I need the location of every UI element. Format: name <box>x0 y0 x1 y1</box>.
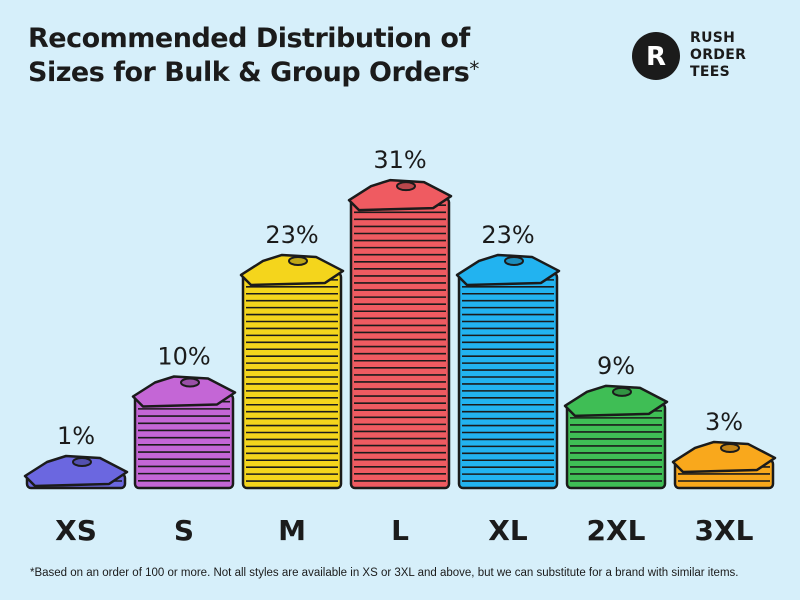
top-shirt <box>239 253 345 287</box>
top-shirt <box>671 440 777 474</box>
brand-line-2: ORDER <box>690 47 747 63</box>
shirt-collar <box>612 386 632 397</box>
bar-xs: 1% XS <box>23 422 129 547</box>
bar-2xl: 9% 2XL <box>563 352 669 547</box>
shirt-stack-m <box>241 271 343 490</box>
bar-s: 10% S <box>131 343 237 547</box>
category-label-3xl: 3XL <box>695 514 754 547</box>
brand-line-1: RUSH <box>690 30 736 46</box>
shirt-collar <box>504 255 524 266</box>
shirt-collar <box>720 442 740 453</box>
value-label-xl: 23% <box>481 221 534 249</box>
top-shirt <box>563 384 669 418</box>
category-label-xs: XS <box>55 514 97 547</box>
top-shirt <box>131 375 237 408</box>
value-label-l: 31% <box>373 146 426 174</box>
shirt-stack-xl <box>457 271 559 490</box>
title-line-2: Sizes for Bulk & Group Orders* <box>28 56 588 90</box>
value-label-s: 10% <box>157 343 210 371</box>
bar-m: 23% M <box>239 221 345 547</box>
category-label-s: S <box>174 514 194 547</box>
category-label-l: L <box>391 514 409 547</box>
brand-logo-letter: R <box>646 42 666 72</box>
value-label-m: 23% <box>265 221 318 249</box>
top-shirt <box>23 454 129 488</box>
shirt-collar <box>72 457 92 467</box>
top-shirt <box>347 178 453 212</box>
brand-logo-icon: R <box>632 32 680 80</box>
brand-line-3: TEES <box>690 64 730 80</box>
brand-logo: R RUSH ORDER TEES <box>632 28 782 92</box>
title-line-2-text: Sizes for Bulk & Group Orders <box>28 57 470 88</box>
category-label-m: M <box>278 514 306 547</box>
bar-3xl: 3% 3XL <box>671 408 777 547</box>
shirt-collar <box>180 377 200 388</box>
bar-l: 31% L <box>347 146 453 547</box>
value-label-xs: 1% <box>57 422 95 450</box>
chart-title: Recommended Distribution of Sizes for Bu… <box>28 22 588 90</box>
footnote: *Based on an order of 100 or more. Not a… <box>30 567 739 579</box>
title-line-1: Recommended Distribution of <box>28 23 470 54</box>
value-label-3xl: 3% <box>705 408 743 436</box>
bar-xl: 23% XL <box>455 221 561 547</box>
category-label-xl: XL <box>488 514 528 547</box>
value-label-2xl: 9% <box>597 352 635 380</box>
title-asterisk: * <box>469 57 479 81</box>
shirt-stack-l <box>349 196 451 490</box>
shirt-collar <box>288 255 308 266</box>
brand-wordmark: RUSH ORDER TEES <box>690 30 746 81</box>
category-label-2xl: 2XL <box>587 514 646 547</box>
shirt-collar <box>396 181 416 192</box>
top-shirt <box>455 253 561 287</box>
